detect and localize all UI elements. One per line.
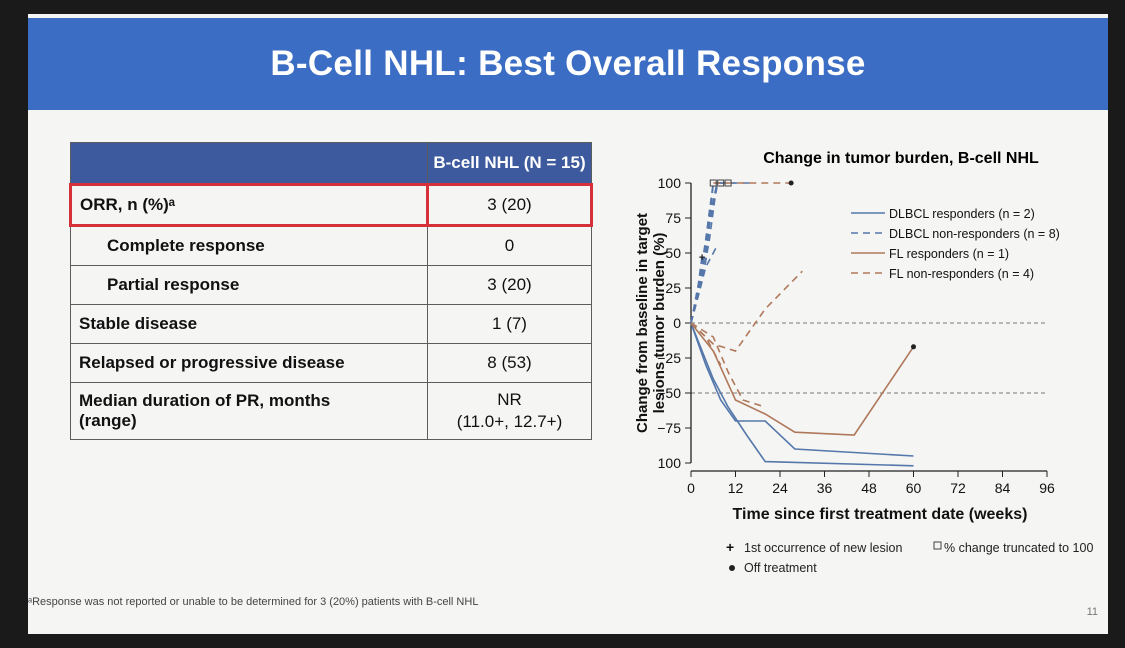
y-axis-label-line2: lesions tumor burden (%) — [651, 233, 668, 414]
x-tick-label: 60 — [906, 480, 922, 496]
x-tick-label: 84 — [995, 480, 1011, 496]
series-line-dlbcl_nonresp — [690, 182, 729, 324]
x-tick-label: 24 — [772, 480, 788, 496]
y-tick-label: 100 — [658, 455, 682, 471]
row-label: Stable disease — [70, 304, 428, 344]
page-number: 11 — [1086, 606, 1098, 618]
series-line-fl_nonresp — [690, 322, 722, 366]
row-value: 0 — [427, 225, 592, 266]
series-line-dlbcl_resp — [690, 322, 914, 467]
row-label: Partial response — [70, 265, 428, 305]
x-tick-label: 96 — [1039, 480, 1055, 496]
slide: B-Cell NHL: Best Overall Response B-cell… — [28, 14, 1108, 634]
x-tick-label: 48 — [861, 480, 877, 496]
x-tick-label: 72 — [950, 480, 966, 496]
y-tick-label: −50 — [657, 385, 681, 401]
row-value: 8 (53) — [427, 343, 592, 383]
response-table: B-cell NHL (N = 15) ORR, n (%)ᵃ 3 (20) C… — [69, 142, 593, 440]
y-tick-label: 100 — [658, 175, 682, 191]
x-tick-label: 0 — [687, 480, 695, 496]
row-value-line2: (11.0+, 12.7+) — [456, 412, 563, 431]
y-tick-label: −75 — [657, 420, 681, 436]
row-value: 3 (20) — [427, 265, 592, 305]
series-line-fl_nonresp — [690, 322, 766, 408]
off-treatment-symbol — [729, 565, 735, 571]
row-label: ORR, n (%)ᵃ — [69, 183, 429, 227]
row-label-line2: (range) — [79, 411, 137, 430]
table-row-stable-disease: Stable disease 1 (7) — [70, 304, 592, 344]
off-treatment-marker — [911, 344, 916, 350]
series-line-dlbcl_nonresp — [690, 245, 718, 324]
y-tick-label: 25 — [665, 280, 681, 296]
row-value: 1 (7) — [427, 304, 592, 344]
table-row-progressive-disease: Relapsed or progressive disease 8 (53) — [70, 343, 592, 383]
row-value: NR (11.0+, 12.7+) — [427, 382, 592, 440]
y-tick-label: 75 — [665, 210, 681, 226]
title-bar: B-Cell NHL: Best Overall Response — [28, 18, 1108, 110]
row-value: 3 (20) — [426, 183, 593, 227]
series-line-dlbcl_nonresp — [690, 187, 718, 324]
x-axis-label: Time since first treatment date (weeks) — [733, 506, 1028, 523]
series-line-dlbcl_resp — [690, 322, 914, 457]
table-row-complete-response: Complete response 0 — [70, 225, 592, 266]
new-lesion-symbol: + — [726, 539, 734, 555]
off-treatment-marker — [788, 180, 794, 186]
new-lesion-marker: + — [699, 252, 705, 264]
note-new-lesion: 1st occurrence of new lesion — [744, 541, 902, 555]
row-label: Complete response — [70, 225, 428, 266]
tumor-burden-chart: Change in tumor burden, B-cell NHL 100 75… — [634, 150, 1093, 575]
row-label: Relapsed or progressive disease — [70, 343, 428, 383]
table-header-row: B-cell NHL (N = 15) — [70, 142, 592, 185]
truncated-marker — [717, 179, 725, 187]
y-tick-label: 0 — [673, 315, 681, 331]
legend-label: DLBCL non-responders (n = 8) — [889, 227, 1060, 241]
truncated-marker — [724, 179, 732, 187]
series-line-fl_nonresp — [690, 270, 803, 352]
table-header: B-cell NHL (N = 15) — [427, 142, 592, 185]
y-axis-label-line1: Change from baseline in target — [634, 213, 651, 433]
footnote: ᵃResponse was not reported or unable to … — [28, 596, 479, 608]
series-line-dlbcl_nonresp — [690, 255, 703, 324]
row-label-line1: Median duration of PR, months — [79, 391, 331, 410]
y-tick-label: −25 — [657, 350, 681, 366]
row-value-line1: NR — [497, 390, 522, 409]
note-truncated: % change truncated to 100 — [944, 541, 1093, 555]
table-row-partial-response: Partial response 3 (20) — [70, 265, 592, 305]
slide-title: B-Cell NHL: Best Overall Response — [270, 44, 866, 83]
truncated-marker — [709, 179, 717, 187]
truncated-symbol — [933, 541, 942, 550]
note-off-treatment: Off treatment — [744, 561, 817, 575]
table-row-median-duration: Median duration of PR, months (range) NR… — [70, 382, 592, 440]
x-tick-label: 12 — [728, 480, 744, 496]
x-tick-label: 36 — [817, 480, 833, 496]
series-line-fl_resp — [690, 322, 915, 436]
table-header-blank — [70, 142, 428, 185]
series-line-dlbcl_nonresp — [690, 182, 715, 324]
legend-label: FL responders (n = 1) — [889, 247, 1009, 261]
legend-label: DLBCL responders (n = 2) — [889, 207, 1035, 221]
table-row-orr: ORR, n (%)ᵃ 3 (20) — [69, 183, 593, 227]
row-label: Median duration of PR, months (range) — [70, 382, 428, 440]
legend-label: FL non-responders (n = 4) — [889, 267, 1034, 281]
y-tick-label: 50 — [665, 245, 681, 261]
chart-title: Change in tumor burden, B-cell NHL — [763, 150, 1039, 167]
